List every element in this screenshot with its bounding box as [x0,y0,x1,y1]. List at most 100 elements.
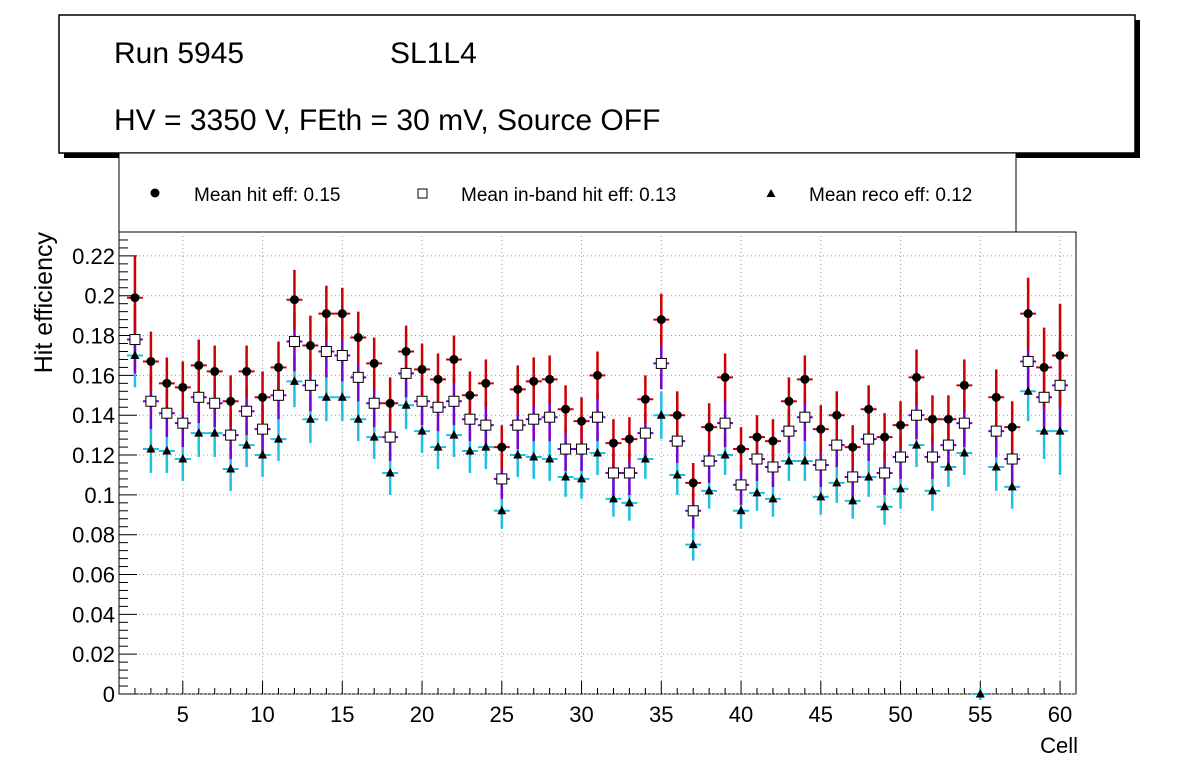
y-tick-label: 0.08 [72,523,115,548]
data-markers [129,293,1066,698]
inband-eff-point [911,409,922,421]
inband-eff-point [145,395,157,407]
inband-eff-point [400,367,412,379]
legend-label-inband: Mean in-band hit eff: 0.13 [461,185,676,206]
reco-eff-point [385,467,395,477]
hit-eff-point [194,360,204,370]
hit-eff-point [736,444,746,454]
hit-eff-point [369,358,379,368]
reco-eff-point [305,414,315,423]
y-tick-label: 0.22 [72,244,115,269]
hit-eff-point [704,422,714,432]
inband-eff-point [193,391,205,403]
run-label: Run 5945 [114,37,244,70]
inband-eff-point [576,443,588,455]
reco-eff-point [337,392,347,401]
x-tick-label: 50 [888,702,912,727]
y-tick-label: 0.02 [72,642,115,667]
inband-eff-point [623,467,635,479]
reco-eff-point [927,485,937,495]
reco-eff-point [656,410,666,419]
hit-eff-point [529,376,539,386]
reco-eff-point [720,450,730,459]
reco-eff-point [401,400,411,409]
header-box: Run 5945 SL1L4 HV = 3350 V, FEth = 30 mV… [58,14,1140,158]
inband-eff-point [432,401,444,413]
reco-eff-point [497,505,507,515]
x-tick-label: 60 [1048,702,1072,727]
inband-eff-point [990,425,1002,437]
reco-eff-point [226,463,236,473]
inband-eff-point [273,389,284,401]
reco-eff-point [784,456,794,465]
inband-eff-point [1006,453,1018,465]
reco-eff-point [959,448,969,457]
y-tick-label: 0 [103,682,115,707]
inband-eff-point [815,459,827,471]
hit-eff-point [816,424,826,434]
hit-eff-point [545,374,555,384]
axis-ticks [119,239,1077,695]
reco-eff-point [274,434,283,443]
inband-eff-point [464,413,476,425]
reco-eff-point [449,430,459,439]
inband-eff-point [336,349,348,361]
reco-eff-point [848,495,858,505]
y-tick-label: 0.12 [72,443,115,468]
reco-eff-point [1039,426,1049,435]
inband-eff-point [528,413,540,425]
reco-eff-point [975,689,985,698]
inband-eff-point [831,439,843,451]
hit-eff-point [991,392,1001,402]
y-axis-label: Hit efficiency [30,232,58,374]
reco-eff-point [768,493,778,503]
inband-eff-point [352,371,364,383]
legend-marker-inband [417,188,428,199]
y-tick-label: 0.14 [72,403,115,428]
hit-eff-point [640,394,650,404]
inband-eff-point [560,443,572,455]
inband-eff-point [895,451,907,463]
y-tick-label: 0.06 [72,563,115,588]
hit-eff-point [513,384,523,394]
hit-eff-point [210,366,220,376]
legend: Mean hit eff: 0.15 Mean in-band hit eff:… [118,152,1017,233]
reco-eff-point [369,432,379,441]
hit-eff-point [130,293,140,303]
inband-eff-point [288,336,300,348]
x-tick-label: 10 [250,702,274,727]
reco-eff-point [321,392,331,401]
hit-eff-point [656,315,666,325]
inband-eff-point [1038,391,1050,403]
inband-eff-point [751,453,763,465]
reco-eff-point [816,491,826,501]
legend-frame [118,152,1017,233]
inband-eff-point [926,451,938,463]
reco-eff-point [832,477,842,487]
legend-marker-hit [150,188,160,198]
inband-eff-point [1054,379,1066,391]
hit-eff-point [752,432,762,442]
y-tick-label: 0.16 [72,363,115,388]
x-tick-label: 35 [649,702,673,727]
hit-eff-point [1007,422,1017,432]
inband-eff-point [368,397,380,409]
hit-eff-point [927,414,937,424]
hit-eff-point [624,434,634,444]
reco-eff-point [162,446,172,455]
inband-eff-point [257,423,269,435]
reco-eff-point [561,471,571,481]
hit-eff-point [162,378,172,388]
inband-eff-point [767,461,779,473]
layer-label: SL1L4 [390,37,477,70]
reco-eff-point [672,469,682,479]
hit-eff-point [337,309,347,319]
inband-eff-point [320,345,332,357]
inband-eff-point [592,411,603,423]
x-tick-labels: 5 10 15 20 25 30 35 40 45 50 55 60 [177,702,1073,727]
inband-eff-point [1022,355,1034,367]
hit-eff-point [880,432,890,442]
hit-eff-point [497,442,507,452]
x-tick-label: 15 [330,702,354,727]
reco-eff-point [242,440,252,449]
